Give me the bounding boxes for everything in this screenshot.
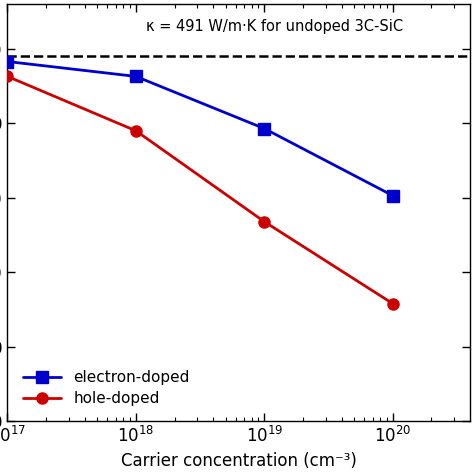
X-axis label: Carrier concentration (cm⁻³): Carrier concentration (cm⁻³) [121,452,356,470]
electron-doped [133,73,139,79]
Legend: electron-doped, hole-doped: electron-doped, hole-doped [15,362,197,414]
Text: κ = 491 W/m·K for undoped 3C-SiC: κ = 491 W/m·K for undoped 3C-SiC [146,19,403,34]
electron-doped [5,59,10,64]
hole-doped [390,301,396,307]
electron-doped [262,126,267,131]
hole-doped [133,128,139,134]
hole-doped [262,219,267,225]
Line: hole-doped: hole-doped [2,71,398,309]
electron-doped [390,193,396,199]
Line: electron-doped: electron-doped [2,56,398,201]
hole-doped [5,73,10,79]
